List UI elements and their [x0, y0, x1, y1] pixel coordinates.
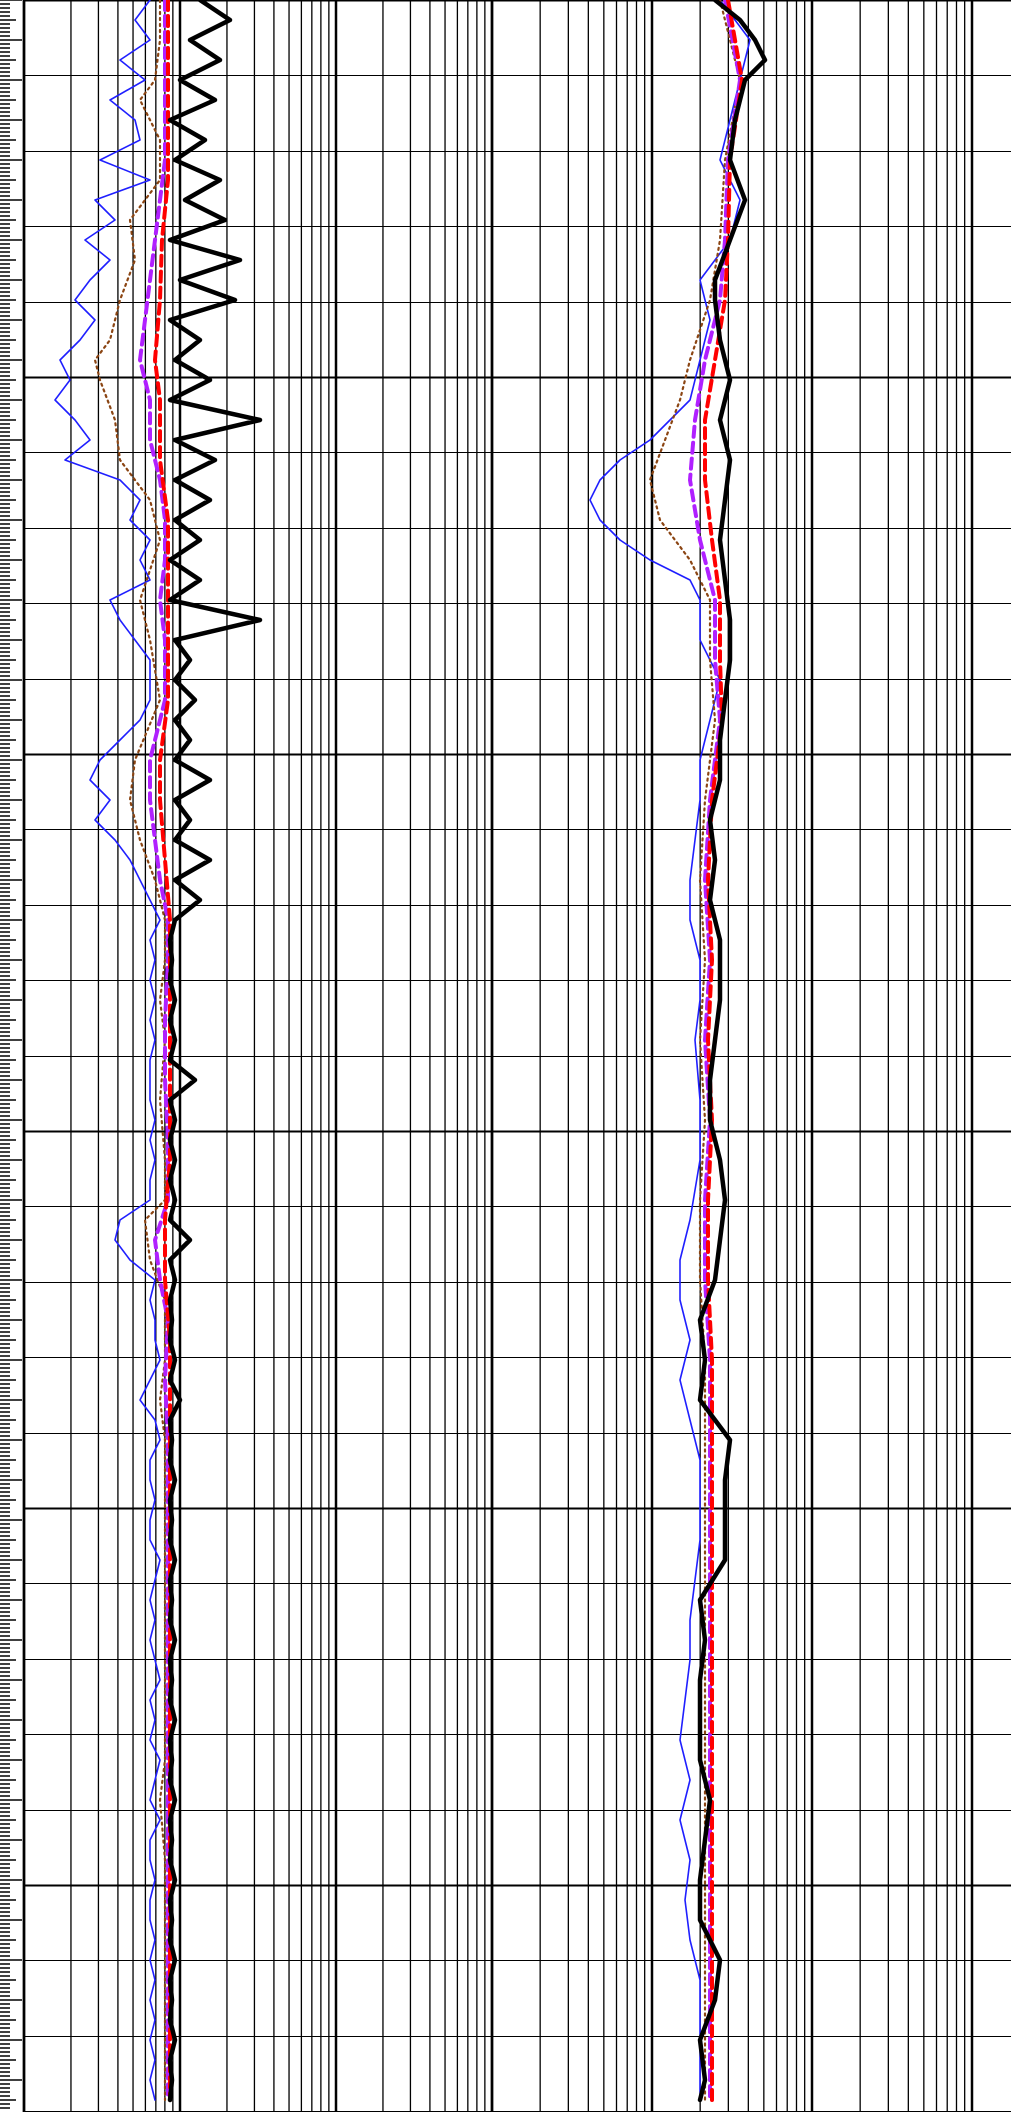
- log-grid: [22, 0, 1011, 2112]
- curve-track-2-1: [648, 0, 742, 2102]
- log-curves: [54, 0, 768, 2103]
- curve-track-2-0: [589, 0, 751, 2101]
- depth-tick-strip: [0, 0, 22, 2109]
- curve-track-1-0: [54, 0, 161, 2101]
- curve-track-2-4: [697, 0, 768, 2103]
- curve-track-2-3: [703, 0, 744, 2102]
- curve-track-1-4: [167, 0, 263, 2103]
- curve-track-1-1: [93, 0, 167, 2102]
